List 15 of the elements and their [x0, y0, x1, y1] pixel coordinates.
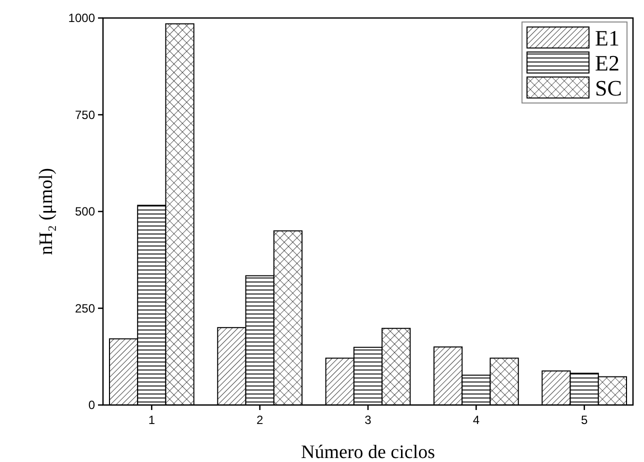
legend-label: E1	[595, 26, 620, 51]
y-tick-label: 250	[74, 301, 96, 316]
x-tick-label: 2	[256, 413, 264, 427]
x-axis-title: Número de ciclos	[300, 442, 436, 462]
y-tick-label: 750	[74, 108, 96, 122]
x-tick-label: 4	[472, 413, 480, 427]
x-tick-label: 3	[364, 413, 372, 427]
y-tick-label: 500	[74, 204, 96, 219]
legend-label: E2	[595, 50, 620, 76]
y-tick-label: 0	[88, 398, 96, 412]
y-axis-title: nH₂ (μmol)	[36, 168, 57, 255]
legend-label: SC	[595, 76, 622, 101]
x-tick-label: 1	[148, 413, 156, 427]
y-tick-label: 1000	[68, 11, 96, 26]
x-tick-label: 5	[580, 413, 588, 427]
